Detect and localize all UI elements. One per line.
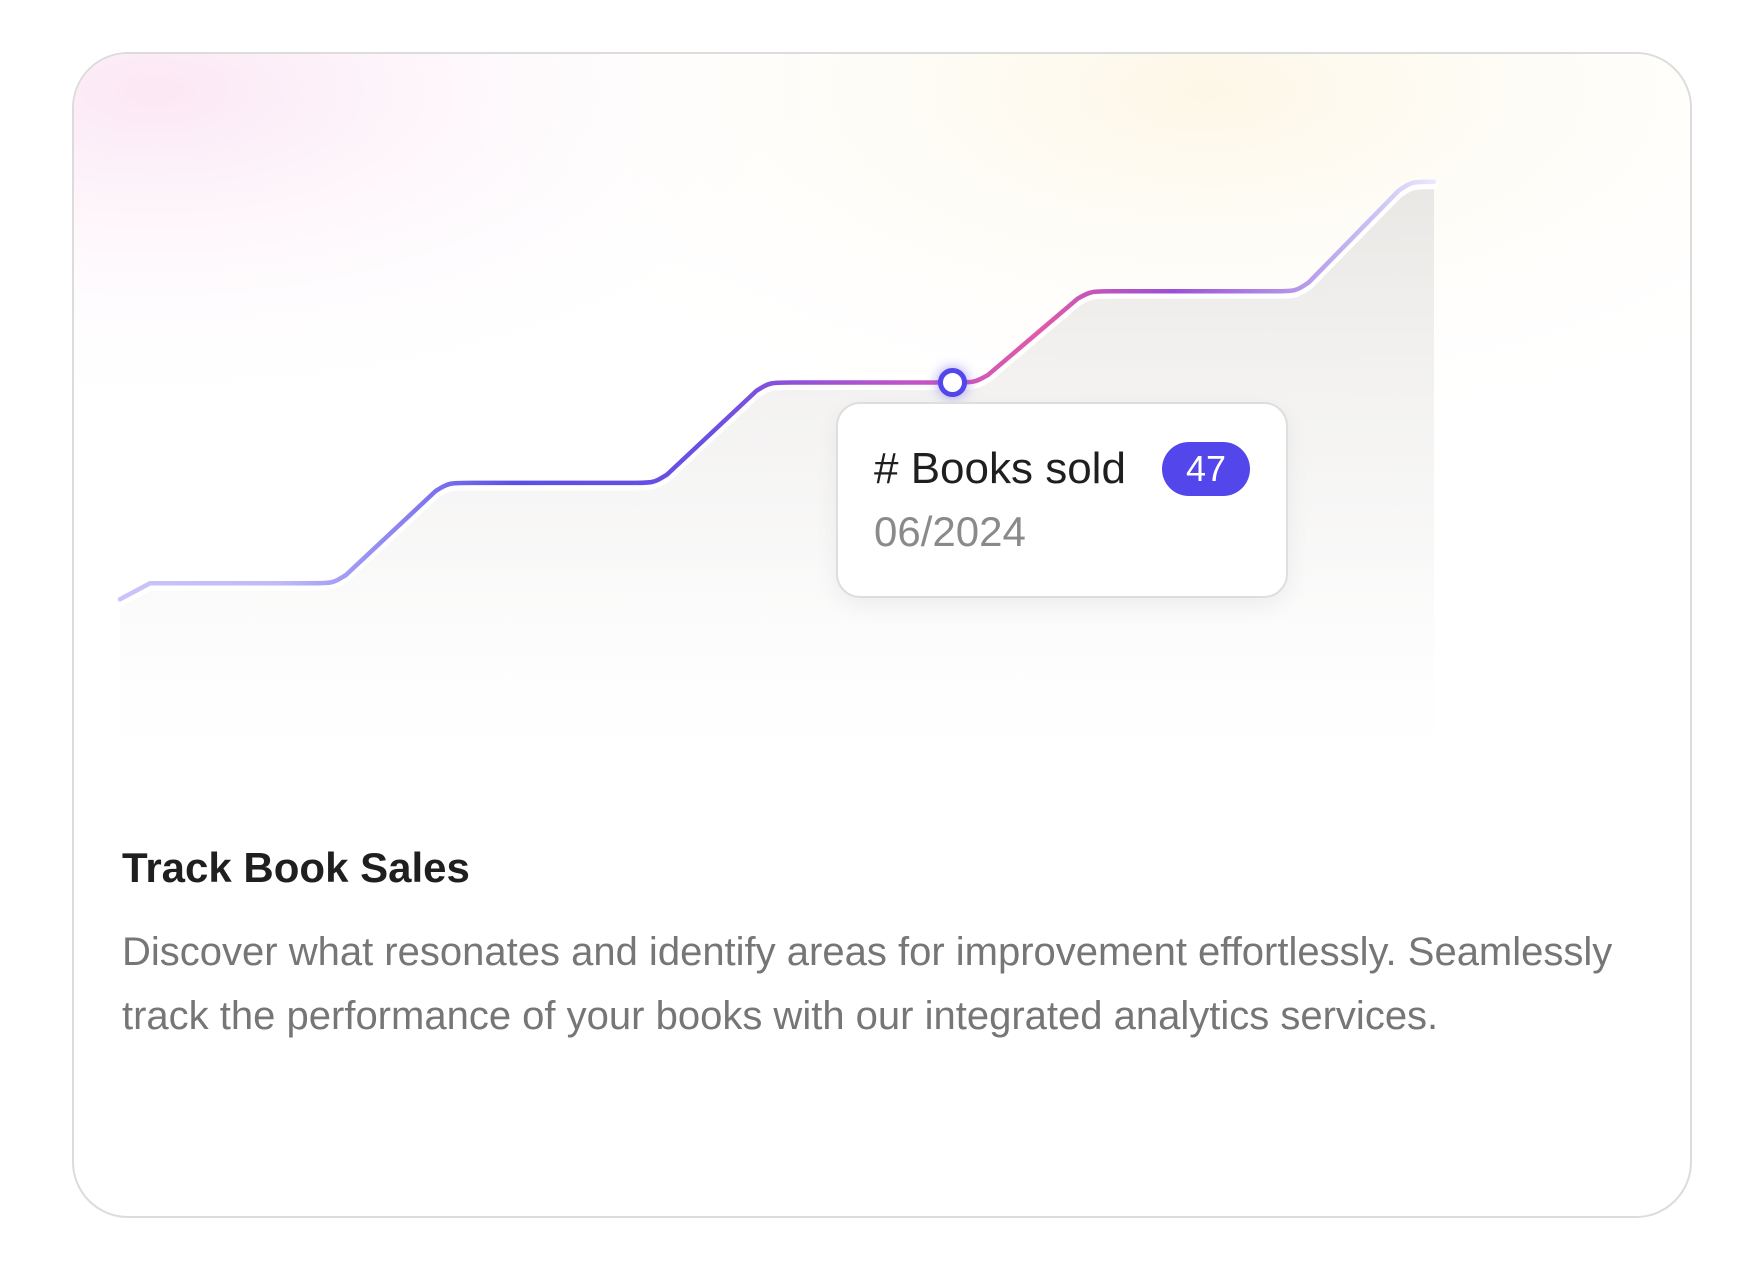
data-point [629,480,635,486]
tooltip-value-badge: 47 [1162,442,1250,496]
data-point [1110,288,1116,294]
highlight-point[interactable] [938,368,967,397]
card-description: Discover what resonates and identify are… [122,930,1613,1038]
card-title: Track Book Sales [122,844,470,891]
data-point [308,580,314,586]
area-fill [120,181,1434,794]
feature-card: # Books sold 47 06/2024 Track Book Sales… [72,52,1692,1218]
tooltip-period: 06/2024 [874,508,1026,555]
chart-tooltip: # Books sold 47 06/2024 [836,402,1288,598]
data-point [1271,288,1277,294]
line-highlight-stroke [115,180,1439,607]
data-point [468,480,474,486]
tooltip-label: # Books sold [874,444,1126,493]
sales-line [117,179,1437,602]
sales-chart: # Books sold 47 06/2024 [74,54,1690,794]
data-point [147,580,153,586]
data-point [1431,179,1437,185]
data-point [789,380,795,386]
